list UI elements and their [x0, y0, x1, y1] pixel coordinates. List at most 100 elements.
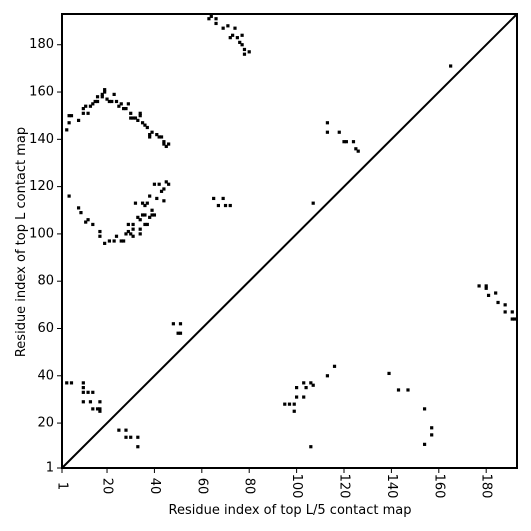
x-tick-label: 20 [100, 478, 115, 495]
contact-point [81, 390, 85, 394]
contact-point [98, 229, 102, 234]
contact-point [164, 144, 168, 149]
contact-point [119, 239, 123, 243]
x-tick-label: 180 [479, 474, 494, 499]
contact-point [295, 395, 299, 399]
contact-point [124, 232, 128, 236]
x-tick-label: 40 [147, 478, 162, 495]
contact-point [65, 381, 69, 385]
contact-point [124, 106, 128, 111]
contact-point [484, 286, 488, 290]
contact-point [131, 222, 135, 227]
contact-point [148, 215, 152, 219]
contact-point [76, 118, 81, 123]
contact-point [207, 17, 211, 21]
contact-point [103, 90, 107, 94]
contact-point [162, 140, 166, 144]
contact-point [231, 33, 235, 37]
contact-point [79, 211, 83, 215]
contact-point [91, 222, 95, 227]
contact-point [98, 407, 102, 411]
contact-point [67, 194, 71, 198]
contact-point [103, 241, 107, 245]
y-tick-label: 160 [29, 85, 54, 100]
contact-point [157, 135, 161, 139]
contact-point [422, 407, 427, 411]
contact-point [81, 386, 85, 390]
contact-point [152, 213, 157, 217]
contact-point [216, 203, 221, 208]
contact-point [145, 222, 149, 227]
contact-point [76, 206, 81, 210]
contact-point [287, 402, 292, 406]
contact-point [396, 388, 401, 392]
contact-point [143, 222, 147, 227]
contact-point [119, 102, 123, 106]
contact-point [136, 445, 140, 449]
contact-point [81, 400, 85, 404]
contact-point [122, 106, 126, 111]
contact-point [342, 140, 346, 144]
contact-point [105, 97, 109, 101]
contact-point [95, 407, 100, 411]
contact-point [107, 99, 111, 104]
x-tick-label: 80 [242, 478, 257, 495]
contact-point [159, 135, 164, 139]
contact-point [81, 111, 85, 115]
contact-point [167, 182, 171, 186]
contact-point [84, 104, 88, 108]
contact-point [503, 310, 507, 314]
x-tick-label: 1 [55, 482, 70, 490]
contact-point [494, 291, 498, 295]
contact-point [98, 400, 102, 404]
points-layer [65, 14, 517, 449]
contact-point [513, 317, 517, 321]
x-axis-ticks: 1 20 40 60 80 100 120 140 160 180 [55, 468, 494, 498]
contact-point [133, 116, 138, 120]
contact-point [93, 99, 97, 104]
contact-point [81, 381, 85, 385]
y-tick-label: 1 [46, 461, 54, 476]
contact-point [309, 445, 313, 449]
contact-point [86, 218, 90, 222]
contact-point [138, 218, 142, 222]
contact-point [214, 17, 218, 21]
contact-point [240, 33, 244, 37]
contact-point [510, 310, 514, 314]
contact-point [91, 407, 95, 411]
contact-point [221, 196, 225, 201]
contact-point [124, 435, 128, 439]
contact-point [110, 99, 114, 104]
contact-point [484, 284, 488, 288]
contact-point [242, 52, 247, 56]
contact-point [422, 442, 427, 446]
contact-point [332, 364, 337, 368]
contact-point [126, 222, 130, 227]
contact-point [171, 322, 175, 326]
contact-point [235, 36, 239, 40]
contact-point [100, 92, 104, 96]
contact-point [98, 409, 102, 413]
contact-point [240, 43, 244, 47]
contact-point [145, 125, 149, 130]
contact-point [124, 428, 128, 432]
contact-point [159, 189, 164, 193]
contact-point [129, 435, 133, 439]
contact-point [98, 234, 102, 238]
x-tick-label: 100 [289, 474, 304, 499]
x-axis-label: Residue index of top L/5 contact map [169, 503, 412, 518]
contact-point [292, 402, 296, 406]
contact-point [143, 203, 147, 208]
contact-point [129, 232, 133, 236]
contact-point [477, 284, 481, 288]
contact-point [91, 390, 95, 394]
contact-point [131, 116, 135, 120]
contact-point [430, 426, 434, 430]
contact-point [164, 180, 168, 184]
contact-point [84, 220, 88, 224]
contact-point [148, 194, 152, 198]
contact-point [67, 114, 71, 118]
contact-point [155, 132, 159, 137]
contact-point [325, 130, 330, 134]
contact-point [81, 106, 85, 111]
